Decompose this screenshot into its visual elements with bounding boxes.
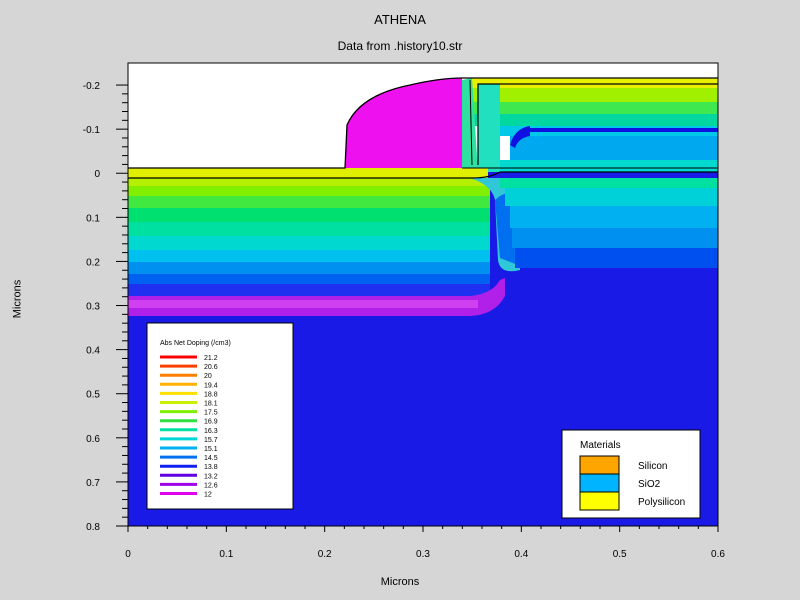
y-tick-label: 0.2 <box>86 257 100 268</box>
plot-area <box>127 62 719 527</box>
materials-items: Silicon SiO2 Polysilicon <box>579 455 685 511</box>
x-tick-label: 0.2 <box>318 549 332 560</box>
doping-level-label: 18.8 <box>204 391 218 398</box>
doping-layer <box>128 196 490 208</box>
doping-level-label: 17.5 <box>204 410 218 417</box>
materials-legend-title: Materials <box>580 440 621 451</box>
x-axis-label: Microns <box>380 576 420 588</box>
gate-layer <box>470 102 718 114</box>
x-tick-label: 0.6 <box>711 549 725 560</box>
doping-layer <box>515 248 718 268</box>
doping-level-label: 20.6 <box>204 364 218 371</box>
doping-level-label: 21.2 <box>204 355 218 362</box>
region-outline <box>477 83 718 165</box>
y-tick-label: 0.5 <box>86 390 100 401</box>
doping-level-label: 16.3 <box>204 428 218 435</box>
region-outline <box>469 79 473 166</box>
doping-layer <box>505 188 718 206</box>
spacer-sidewall <box>478 84 500 172</box>
doping-layer <box>512 228 718 248</box>
doping-legend-title: Abs Net Doping (/cm3) <box>160 340 231 347</box>
doping-legend: Abs Net Doping (/cm3) 21.2 20.6 20 19.4 18.8… <box>146 322 294 510</box>
doping-layer <box>128 262 490 274</box>
chart-subtitle: Data from .history10.str <box>337 39 463 53</box>
x-tick-label: 0.1 <box>219 549 233 560</box>
axis-ticks: 0 0.1 0.2 0.3 0.4 0.5 0.6 -0.2 -0.1 0 0.1 0.2 0.3 0.4… <box>83 81 726 560</box>
surface-oxide <box>128 168 488 178</box>
x-tick-label: 0.4 <box>514 549 528 560</box>
doping-legend-box <box>146 322 294 510</box>
material-label: SiO2 <box>638 479 661 490</box>
gate-layer <box>470 114 718 126</box>
doping-layer <box>128 186 490 196</box>
y-tick-label: 0 <box>94 169 100 180</box>
doping-layer <box>128 284 490 296</box>
doping-level-label: 14.5 <box>204 455 218 462</box>
materials-legend: Materials Silicon SiO2 Polysilicon <box>561 429 701 519</box>
doping-level-label: 15.1 <box>204 446 218 453</box>
doping-level-label: 13.2 <box>204 473 218 480</box>
doping-layer <box>128 178 490 186</box>
doping-level-label: 18.1 <box>204 401 218 408</box>
doping-level-label: 15.7 <box>204 437 218 444</box>
resist-block <box>345 78 462 168</box>
gate-layer <box>510 126 530 148</box>
material-swatch <box>579 473 620 493</box>
y-tick-label: 0.1 <box>86 213 100 224</box>
material-label: Polysilicon <box>638 497 685 508</box>
doping-layer <box>510 206 718 228</box>
doping-level-label: 19.4 <box>204 382 218 389</box>
doping-layer <box>128 250 490 262</box>
doping-layer <box>500 178 718 188</box>
y-tick-label: 0.6 <box>86 434 100 445</box>
gate-layer <box>470 88 718 102</box>
doping-levels: 21.2 20.6 20 19.4 18.8 18.1 17.5 16.9 16.3 15.7 15… <box>160 355 218 499</box>
gate-layer <box>525 128 718 132</box>
doping-layer <box>128 236 490 250</box>
y-tick-label: 0.8 <box>86 522 100 533</box>
y-tick-label: 0.7 <box>86 478 100 489</box>
doping-layer <box>128 222 490 236</box>
doping-level-label: 13.8 <box>204 464 218 471</box>
x-tick-label: 0 <box>125 549 131 560</box>
y-tick-label: 0.3 <box>86 302 100 313</box>
x-tick-label: 0.3 <box>416 549 430 560</box>
region-outline <box>128 171 718 179</box>
doping-layer <box>128 274 490 284</box>
material-swatch <box>579 491 620 511</box>
y-tick-label: 0.4 <box>86 346 100 357</box>
material-label: Silicon <box>638 461 667 472</box>
gate-layer <box>470 78 718 88</box>
y-tick-label: -0.2 <box>83 81 101 92</box>
doping-level-label: 20 <box>204 373 212 380</box>
gate-layer <box>470 160 718 172</box>
region-outline <box>128 77 718 169</box>
doping-layer <box>128 208 490 222</box>
chart-title: ATHENA <box>374 12 426 27</box>
y-tick-label: -0.1 <box>83 125 101 136</box>
x-tick-label: 0.5 <box>613 549 627 560</box>
doping-level-label: 12.6 <box>204 482 218 489</box>
doping-level-label: 12 <box>204 492 212 499</box>
spacer-sidewall <box>462 78 478 172</box>
junction-band <box>128 300 478 308</box>
material-swatch <box>579 455 620 475</box>
doping-level-label: 16.9 <box>204 419 218 426</box>
